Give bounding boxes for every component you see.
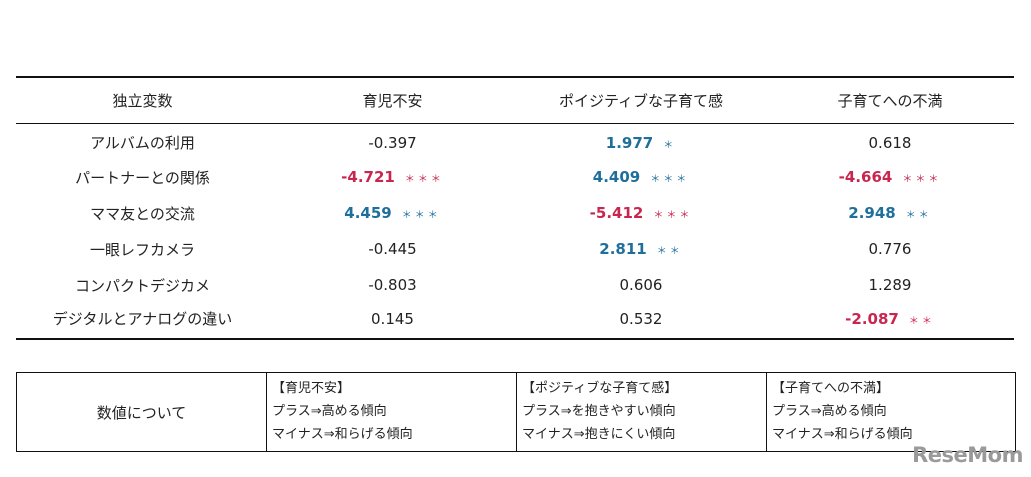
note-parenting-dissatisfaction: 【子育てへの不満】 プラス⇒高める傾向 マイナス⇒和らげる傾向	[766, 372, 1016, 452]
significance-marker: ＊＊＊	[404, 174, 444, 185]
significance-marker: ＊＊	[656, 246, 683, 257]
table-row: アルバムの利用 -0.397 1.977 ＊ 0.618	[16, 123, 1014, 159]
value-cell: 0.532	[516, 303, 766, 340]
table-row: ママ友との交流 4.459 ＊＊＊ -5.412 ＊＊＊ 2.948 ＊＊	[16, 195, 1014, 231]
coefficient-value: 2.948	[848, 204, 896, 222]
note-line: マイナス⇒抱きにくい傾向	[522, 427, 676, 442]
notes-row: 数値について 【育児不安】 プラス⇒高める傾向 マイナス⇒和らげる傾向 【ポジテ…	[16, 372, 1016, 452]
coefficient-value: -0.803	[368, 276, 417, 294]
value-cell: 1.289	[766, 267, 1014, 303]
significance-marker: ＊＊＊	[902, 174, 942, 185]
value-cell: 1.977 ＊	[516, 123, 766, 159]
table-row: デジタルとアナログの違い 0.145 0.532 -2.087 ＊＊	[16, 303, 1014, 340]
coefficient-value: 1.977	[605, 133, 654, 152]
resemom-logo: ReseMom	[912, 443, 1023, 467]
note-positive-parenting: 【ポジティブな子育て感】 プラス⇒を抱きやすい傾向 マイナス⇒抱きにくい傾向	[516, 372, 767, 452]
value-cell: -0.445	[269, 231, 516, 267]
coefficient-value: 0.145	[371, 309, 414, 328]
significance-marker: ＊	[663, 139, 677, 151]
coefficient-value: -5.412	[589, 204, 644, 222]
value-cell: 2.811 ＊＊	[516, 231, 766, 267]
coefficient-value: 0.776	[868, 240, 912, 258]
significance-marker: ＊＊＊	[653, 210, 693, 221]
table-row: 一眼レフカメラ -0.445 2.811 ＊＊ 0.776	[16, 231, 1014, 267]
coefficient-value: 1.289	[868, 276, 912, 294]
note-line: プラス⇒高める傾向	[772, 404, 887, 419]
row-label: デジタルとアナログの違い	[16, 303, 269, 340]
value-cell: -4.721 ＊＊＊	[269, 159, 516, 195]
value-cell: 0.606	[516, 267, 766, 303]
table-row: パートナーとの関係 -4.721 ＊＊＊ 4.409 ＊＊＊ -4.664 ＊＊＊	[16, 159, 1014, 195]
table-row: コンパクトデジカメ -0.803 0.606 1.289	[16, 267, 1014, 303]
value-cell: -0.397	[269, 123, 516, 159]
value-cell: -2.087 ＊＊	[766, 303, 1014, 340]
note-line: プラス⇒を抱きやすい傾向	[522, 404, 676, 419]
note-line: マイナス⇒和らげる傾向	[272, 427, 413, 442]
coefficient-value: 0.618	[868, 133, 912, 152]
notes-table: 数値について 【育児不安】 プラス⇒高める傾向 マイナス⇒和らげる傾向 【ポジテ…	[16, 372, 1016, 452]
note-parenting-anxiety: 【育児不安】 プラス⇒高める傾向 マイナス⇒和らげる傾向	[266, 372, 517, 452]
value-cell: 4.459 ＊＊＊	[269, 195, 516, 231]
row-label: アルバムの利用	[90, 134, 195, 153]
regression-results-table: 独立変数 育児不安 ポイジティブな子育て感 子育てへの不満 アルバムの利用 -0.…	[16, 76, 1014, 340]
header-independent-variable: 独立変数	[16, 76, 269, 124]
header-row: 独立変数 育児不安 ポイジティブな子育て感 子育てへの不満	[16, 76, 1014, 124]
significance-marker: ＊＊	[905, 210, 932, 221]
coefficient-value: -0.445	[368, 240, 417, 258]
note-title: 【ポジティブな子育て感】	[522, 381, 678, 396]
coefficient-value: 4.409	[592, 168, 641, 186]
value-cell: 4.409 ＊＊＊	[516, 159, 766, 195]
coefficient-value: -0.397	[368, 133, 417, 152]
row-label: ママ友との交流	[90, 204, 195, 223]
value-cell: 0.145	[269, 303, 516, 340]
significance-marker: ＊＊＊	[650, 174, 690, 185]
coefficient-value: 4.459	[344, 204, 392, 222]
coefficient-value: 0.606	[619, 276, 663, 294]
coefficient-value: -4.664	[838, 168, 893, 186]
value-cell: -5.412 ＊＊＊	[516, 195, 766, 231]
note-line: マイナス⇒和らげる傾向	[772, 427, 913, 442]
significance-marker: ＊＊＊	[401, 210, 441, 221]
coefficient-value: 0.532	[619, 309, 663, 328]
value-cell: 0.776	[766, 231, 1014, 267]
header-parenting-dissatisfaction: 子育てへの不満	[766, 76, 1014, 124]
row-label: コンパクトデジカメ	[74, 276, 210, 295]
row-label: 一眼レフカメラ	[89, 240, 195, 259]
value-cell: -0.803	[269, 267, 516, 303]
significance-marker: ＊＊	[908, 315, 935, 327]
row-label: パートナーとの関係	[75, 168, 210, 187]
note-title: 【子育てへの不満】	[772, 381, 890, 396]
coefficient-value: 2.811	[599, 240, 647, 258]
header-positive-parenting: ポイジティブな子育て感	[516, 76, 766, 124]
notes-label: 数値について	[16, 372, 267, 452]
coefficient-value: -4.721	[341, 168, 395, 186]
value-cell: 2.948 ＊＊	[766, 195, 1014, 231]
note-title: 【育児不安】	[272, 381, 351, 396]
note-line: プラス⇒高める傾向	[272, 404, 387, 419]
coefficient-value: -2.087	[845, 309, 899, 328]
value-cell: -4.664 ＊＊＊	[766, 159, 1014, 195]
header-parenting-anxiety: 育児不安	[269, 76, 516, 124]
value-cell: 0.618	[766, 123, 1014, 159]
